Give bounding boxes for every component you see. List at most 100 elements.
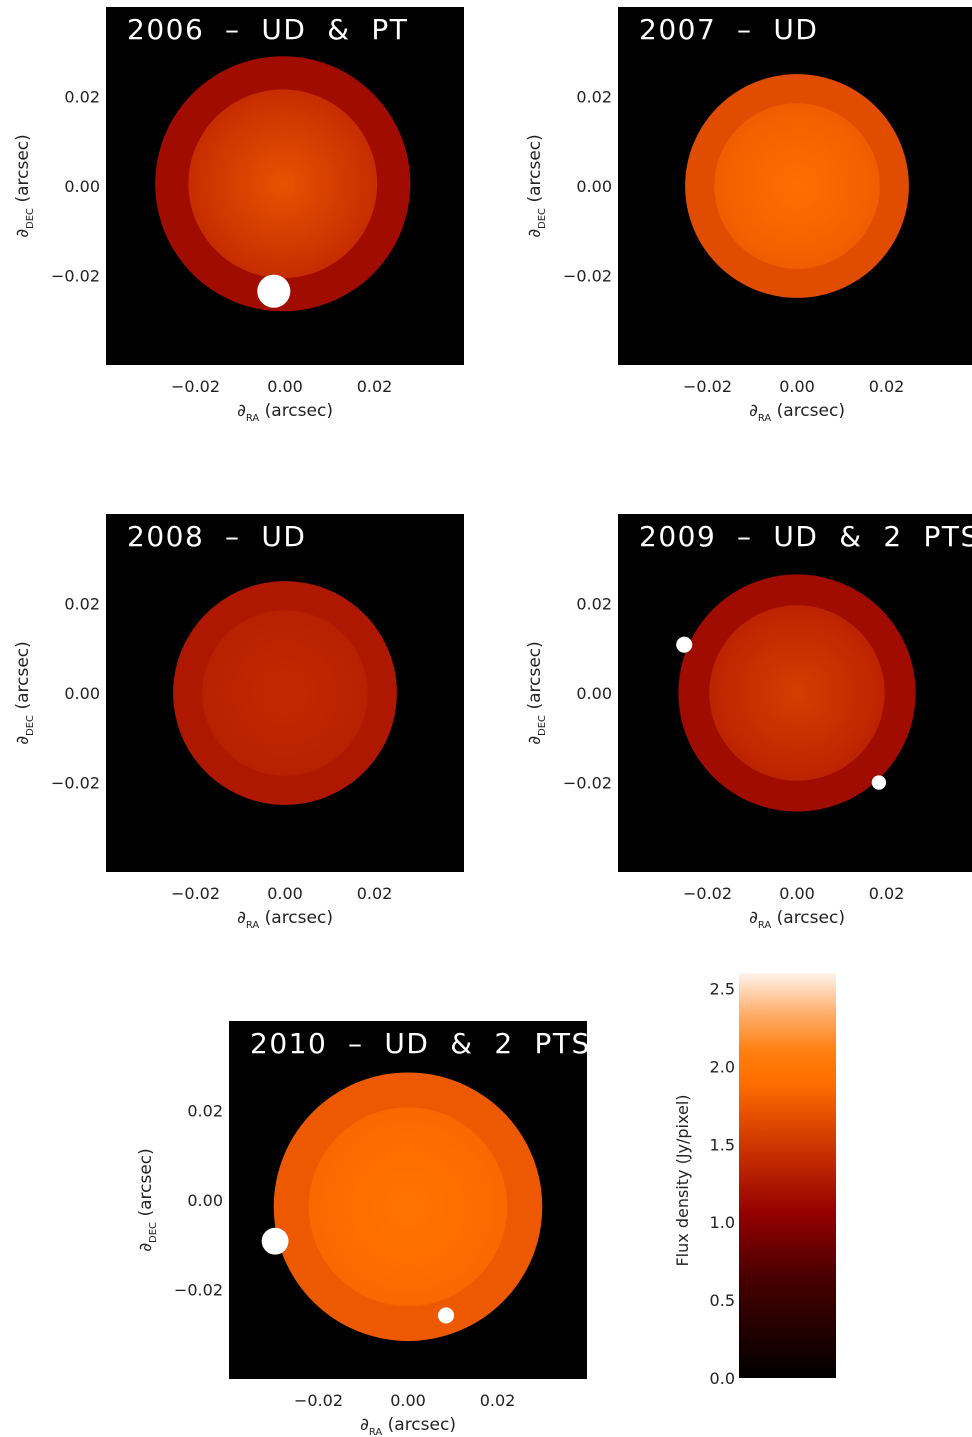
y-tick-label: 0.02 [576,595,612,614]
point-source [261,1227,289,1255]
x-tick-label: −0.02 [171,884,220,903]
y-tick-label: 0.02 [64,595,100,614]
disk-core [202,610,368,776]
disk-core [709,605,885,781]
y-tick-label: 0.00 [576,684,612,703]
x-tick-label: 0.02 [869,377,905,396]
y-axis-subscript: DEC [537,715,548,736]
y-axis-symbol: ∂ [525,736,545,745]
y-axis-symbol: ∂ [136,1243,156,1252]
x-axis-subscript: RA [758,413,772,424]
colorbar-tick-label: 2.0 [710,1057,735,1076]
x-axis-subscript: RA [246,413,260,424]
panel-5: 2010 – UD & 2 PTS −0.02 0.00 0.02 0.02 0.00 −0… [136,1021,591,1437]
x-tick-label: −0.02 [294,1391,343,1410]
colorbar-tick-label: 0.5 [710,1291,735,1310]
y-axis-subscript: DEC [25,208,36,229]
x-tick-label: −0.02 [683,377,732,396]
x-tick-label: 0.00 [267,377,303,396]
y-tick-label: −0.02 [51,267,100,286]
y-axis-symbol: ∂ [13,229,33,238]
x-tick-label: −0.02 [171,377,220,396]
x-axis-symbol: ∂ [237,908,246,928]
y-tick-label: −0.02 [563,267,612,286]
y-axis-unit: (arcsec) [525,641,545,715]
panel-3: 2008 – UD−0.02 0.00 0.020.020.00−0.02∂RA (… [13,514,464,931]
colorbar-tick-label: 1.5 [710,1135,735,1154]
y-axis-label: ∂DEC (arcsec) [525,134,548,238]
panel-4: 2009 – UD & 2 PTS −0.02 0.00 0.02 0.02 0.00 −0… [525,514,972,931]
y-tick-label: 0.00 [64,177,100,196]
y-axis-unit: (arcsec) [13,641,33,715]
x-axis-symbol: ∂ [237,401,246,421]
x-tick-label: 0.00 [390,1391,426,1410]
y-axis-subscript: DEC [537,208,548,229]
x-axis-symbol: ∂ [749,401,758,421]
y-tick-label: −0.02 [174,1281,223,1300]
colorbar: 0.0 0.5 1.0 1.5 2.0 2.5 Flux density (Jy/pixel… [673,973,836,1388]
y-tick-label: 0.00 [64,684,100,703]
disk-core [188,89,378,279]
y-tick-label: 0.02 [64,88,100,107]
x-axis-symbol: ∂ [749,908,758,928]
y-axis-unit: (arcsec) [13,134,33,208]
panel-title: 2006 – UD & PT [127,13,408,46]
colorbar-label: Flux density (Jy/pixel) [673,1094,692,1266]
colorbar-tick-label: 0.0 [710,1369,735,1388]
point-source [437,1307,455,1324]
x-tick-label: 0.00 [267,884,303,903]
x-tick-label: 0.02 [480,1391,516,1410]
x-tick-label: 0.02 [357,377,393,396]
x-axis-unit: (arcsec) [771,908,845,928]
y-axis-label: ∂DEC (arcsec) [13,641,36,745]
panel-1: 2006 – UD & PT −0.02 0.00 0.02 0.02 0.00 −0.02… [13,7,464,424]
panel-2: 2007 – UD−0.02 0.00 0.020.020.00−0.02∂RA (… [525,7,972,424]
disk-core [714,103,880,269]
x-axis-subscript: RA [246,920,260,931]
x-axis-unit: (arcsec) [771,401,845,421]
disk-core [308,1107,508,1307]
y-axis-subscript: DEC [25,715,36,736]
y-axis-label: ∂DEC (arcsec) [136,1148,159,1252]
y-tick-label: 0.00 [187,1191,223,1210]
colorbar-fill [739,973,836,1378]
x-axis-label: ∂RA (arcsec) [237,401,333,424]
y-tick-label: 0.02 [576,88,612,107]
x-axis-label: ∂RA (arcsec) [749,908,845,931]
x-axis-unit: (arcsec) [382,1415,456,1435]
y-axis-unit: (arcsec) [136,1148,156,1222]
y-tick-label: 0.02 [187,1102,223,1121]
panel-title: 2009 – UD & 2 PTS [639,520,972,553]
point-source [257,274,291,308]
y-axis-label: ∂DEC (arcsec) [13,134,36,238]
y-axis-unit: (arcsec) [525,134,545,208]
y-tick-label: 0.00 [576,177,612,196]
x-axis-symbol: ∂ [360,1415,369,1435]
x-axis-unit: (arcsec) [259,401,333,421]
x-axis-label: ∂RA (arcsec) [360,1415,456,1437]
x-axis-subscript: RA [758,920,772,931]
y-tick-label: −0.02 [563,774,612,793]
y-axis-label: ∂DEC (arcsec) [525,641,548,745]
x-tick-label: 0.02 [869,884,905,903]
x-tick-label: 0.00 [779,377,815,396]
x-tick-label: 0.02 [357,884,393,903]
x-tick-label: 0.00 [779,884,815,903]
y-tick-label: −0.02 [51,774,100,793]
x-axis-subscript: RA [369,1427,383,1437]
x-axis-label: ∂RA (arcsec) [237,908,333,931]
x-tick-label: −0.02 [683,884,732,903]
y-axis-symbol: ∂ [525,229,545,238]
x-axis-label: ∂RA (arcsec) [749,401,845,424]
point-source [871,775,887,790]
y-axis-subscript: DEC [148,1222,159,1243]
panel-title: 2010 – UD & 2 PTS [250,1027,591,1060]
point-source [676,636,693,653]
y-axis-symbol: ∂ [13,736,33,745]
x-axis-unit: (arcsec) [259,908,333,928]
colorbar-tick-label: 1.0 [710,1213,735,1232]
colorbar-tick-label: 2.5 [710,980,735,999]
panel-title: 2008 – UD [127,520,306,553]
panel-title: 2007 – UD [639,13,818,46]
